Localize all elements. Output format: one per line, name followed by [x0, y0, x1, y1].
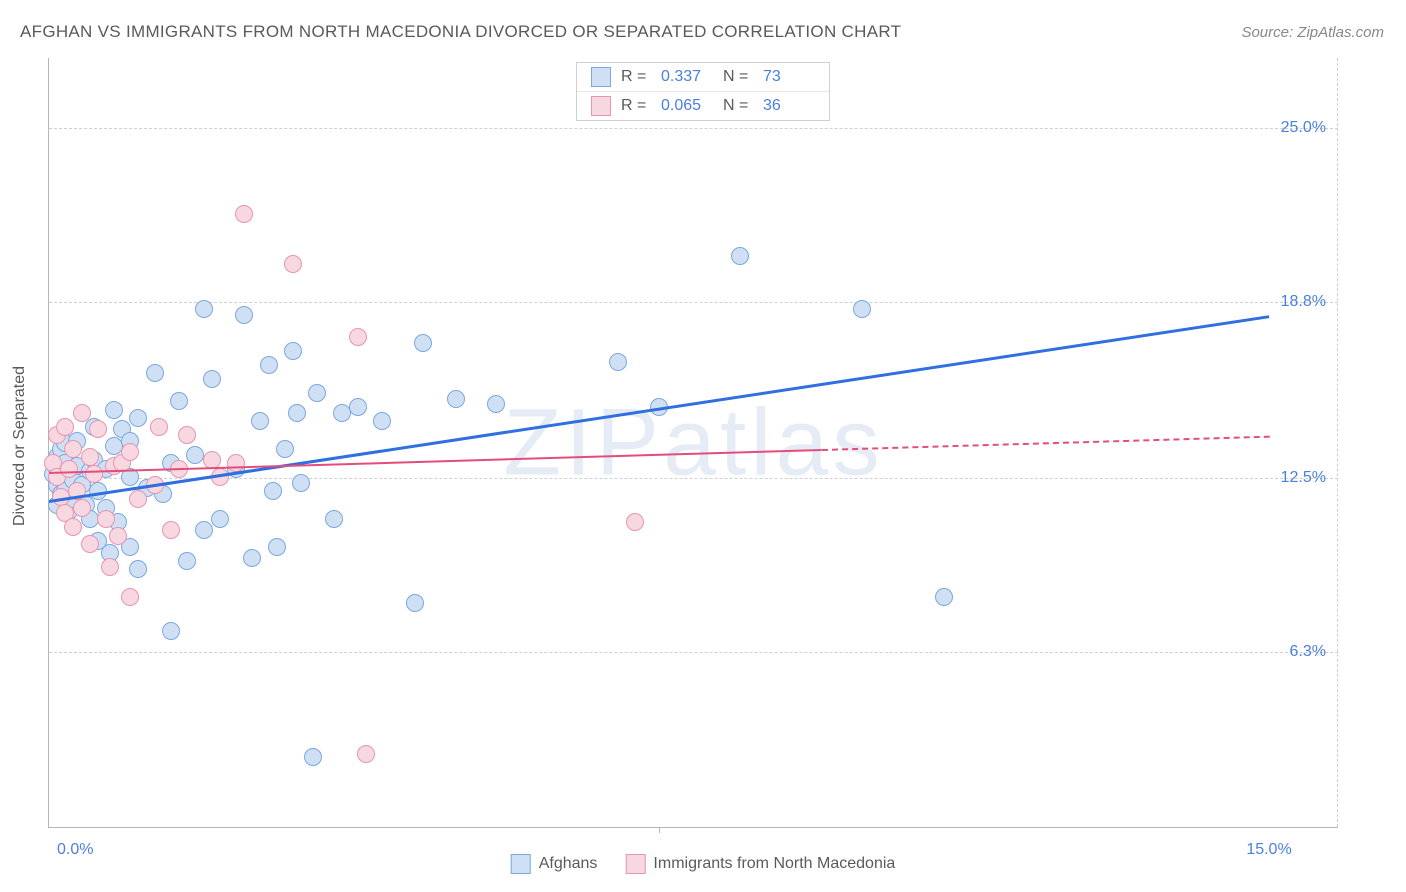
- stat-n-label: N =: [723, 68, 753, 86]
- scatter-point: [357, 745, 375, 763]
- trend-line: [49, 316, 1269, 504]
- scatter-point: [251, 412, 269, 430]
- scatter-point: [284, 342, 302, 360]
- trend-line: [822, 436, 1269, 451]
- x-tick-label: 15.0%: [1246, 841, 1291, 859]
- series-legend-item: Afghans: [511, 854, 598, 874]
- scatter-point: [276, 440, 294, 458]
- scatter-point: [97, 510, 115, 528]
- scatter-point: [195, 521, 213, 539]
- series-legend-item: Immigrants from North Macedonia: [625, 854, 895, 874]
- scatter-point: [56, 418, 74, 436]
- gridline: [49, 302, 1338, 303]
- series-legend-label: Afghans: [539, 855, 598, 873]
- scatter-point: [85, 465, 103, 483]
- legend-swatch: [591, 96, 611, 116]
- scatter-point: [935, 588, 953, 606]
- y-tick-label: 12.5%: [1281, 469, 1326, 487]
- scatter-point: [626, 513, 644, 531]
- scatter-point: [373, 412, 391, 430]
- scatter-point: [203, 370, 221, 388]
- y-tick-label: 25.0%: [1281, 119, 1326, 137]
- scatter-point: [162, 622, 180, 640]
- scatter-point: [268, 538, 286, 556]
- scatter-point: [349, 398, 367, 416]
- stat-n-label: N =: [723, 97, 753, 115]
- scatter-point: [89, 420, 107, 438]
- scatter-point: [146, 364, 164, 382]
- scatter-point: [129, 560, 147, 578]
- stat-n-value: 73: [763, 68, 815, 86]
- legend-swatch: [591, 67, 611, 87]
- scatter-point: [178, 426, 196, 444]
- scatter-point: [731, 247, 749, 265]
- scatter-point: [406, 594, 424, 612]
- scatter-point: [325, 510, 343, 528]
- scatter-point: [447, 390, 465, 408]
- correlation-legend-row: R = 0.065 N = 36: [577, 91, 829, 120]
- scatter-point: [129, 409, 147, 427]
- scatter-point: [162, 521, 180, 539]
- scatter-point: [64, 440, 82, 458]
- scatter-point: [235, 205, 253, 223]
- series-legend: Afghans Immigrants from North Macedonia: [511, 854, 896, 874]
- scatter-point: [292, 474, 310, 492]
- gridline: [49, 478, 1338, 479]
- gridline: [49, 128, 1338, 129]
- y-tick-label: 6.3%: [1290, 643, 1326, 661]
- scatter-point: [129, 490, 147, 508]
- scatter-point: [227, 454, 245, 472]
- scatter-point: [121, 588, 139, 606]
- scatter-point: [304, 748, 322, 766]
- x-tick-label: 0.0%: [57, 841, 93, 859]
- stat-r-label: R =: [621, 97, 651, 115]
- scatter-point: [211, 510, 229, 528]
- scatter-point: [178, 552, 196, 570]
- scatter-point: [101, 558, 119, 576]
- scatter-point: [264, 482, 282, 500]
- scatter-point: [150, 418, 168, 436]
- source-attribution: Source: ZipAtlas.com: [1241, 24, 1384, 41]
- stat-n-value: 36: [763, 97, 815, 115]
- x-minor-tick: [659, 827, 660, 833]
- chart-container: AFGHAN VS IMMIGRANTS FROM NORTH MACEDONI…: [0, 0, 1406, 892]
- scatter-point: [81, 535, 99, 553]
- scatter-point: [195, 300, 213, 318]
- scatter-point: [288, 404, 306, 422]
- scatter-point: [308, 384, 326, 402]
- correlation-legend: R = 0.337 N = 73 R = 0.065 N = 36: [576, 62, 830, 121]
- chart-title: AFGHAN VS IMMIGRANTS FROM NORTH MACEDONI…: [20, 22, 901, 42]
- scatter-point: [414, 334, 432, 352]
- scatter-point: [170, 392, 188, 410]
- gridline: [49, 652, 1338, 653]
- scatter-point: [73, 404, 91, 422]
- scatter-point: [81, 448, 99, 466]
- scatter-point: [284, 255, 302, 273]
- scatter-point: [349, 328, 367, 346]
- scatter-point: [487, 395, 505, 413]
- y-axis-label: Divorced or Separated: [11, 366, 29, 526]
- scatter-point: [60, 460, 78, 478]
- scatter-point: [73, 499, 91, 517]
- stat-r-value: 0.337: [661, 68, 713, 86]
- scatter-point: [260, 356, 278, 374]
- legend-swatch: [511, 854, 531, 874]
- plot-area: ZIPatlas 6.3%12.5%18.8%25.0%0.0%15.0%: [48, 58, 1338, 828]
- y-tick-label: 18.8%: [1281, 293, 1326, 311]
- scatter-point: [64, 518, 82, 536]
- scatter-point: [109, 527, 127, 545]
- scatter-point: [243, 549, 261, 567]
- legend-swatch: [625, 854, 645, 874]
- scatter-point: [121, 443, 139, 461]
- scatter-point: [235, 306, 253, 324]
- stat-r-label: R =: [621, 68, 651, 86]
- series-legend-label: Immigrants from North Macedonia: [653, 855, 895, 873]
- scatter-point: [853, 300, 871, 318]
- correlation-legend-row: R = 0.337 N = 73: [577, 63, 829, 91]
- scatter-point: [105, 401, 123, 419]
- scatter-point: [609, 353, 627, 371]
- stat-r-value: 0.065: [661, 97, 713, 115]
